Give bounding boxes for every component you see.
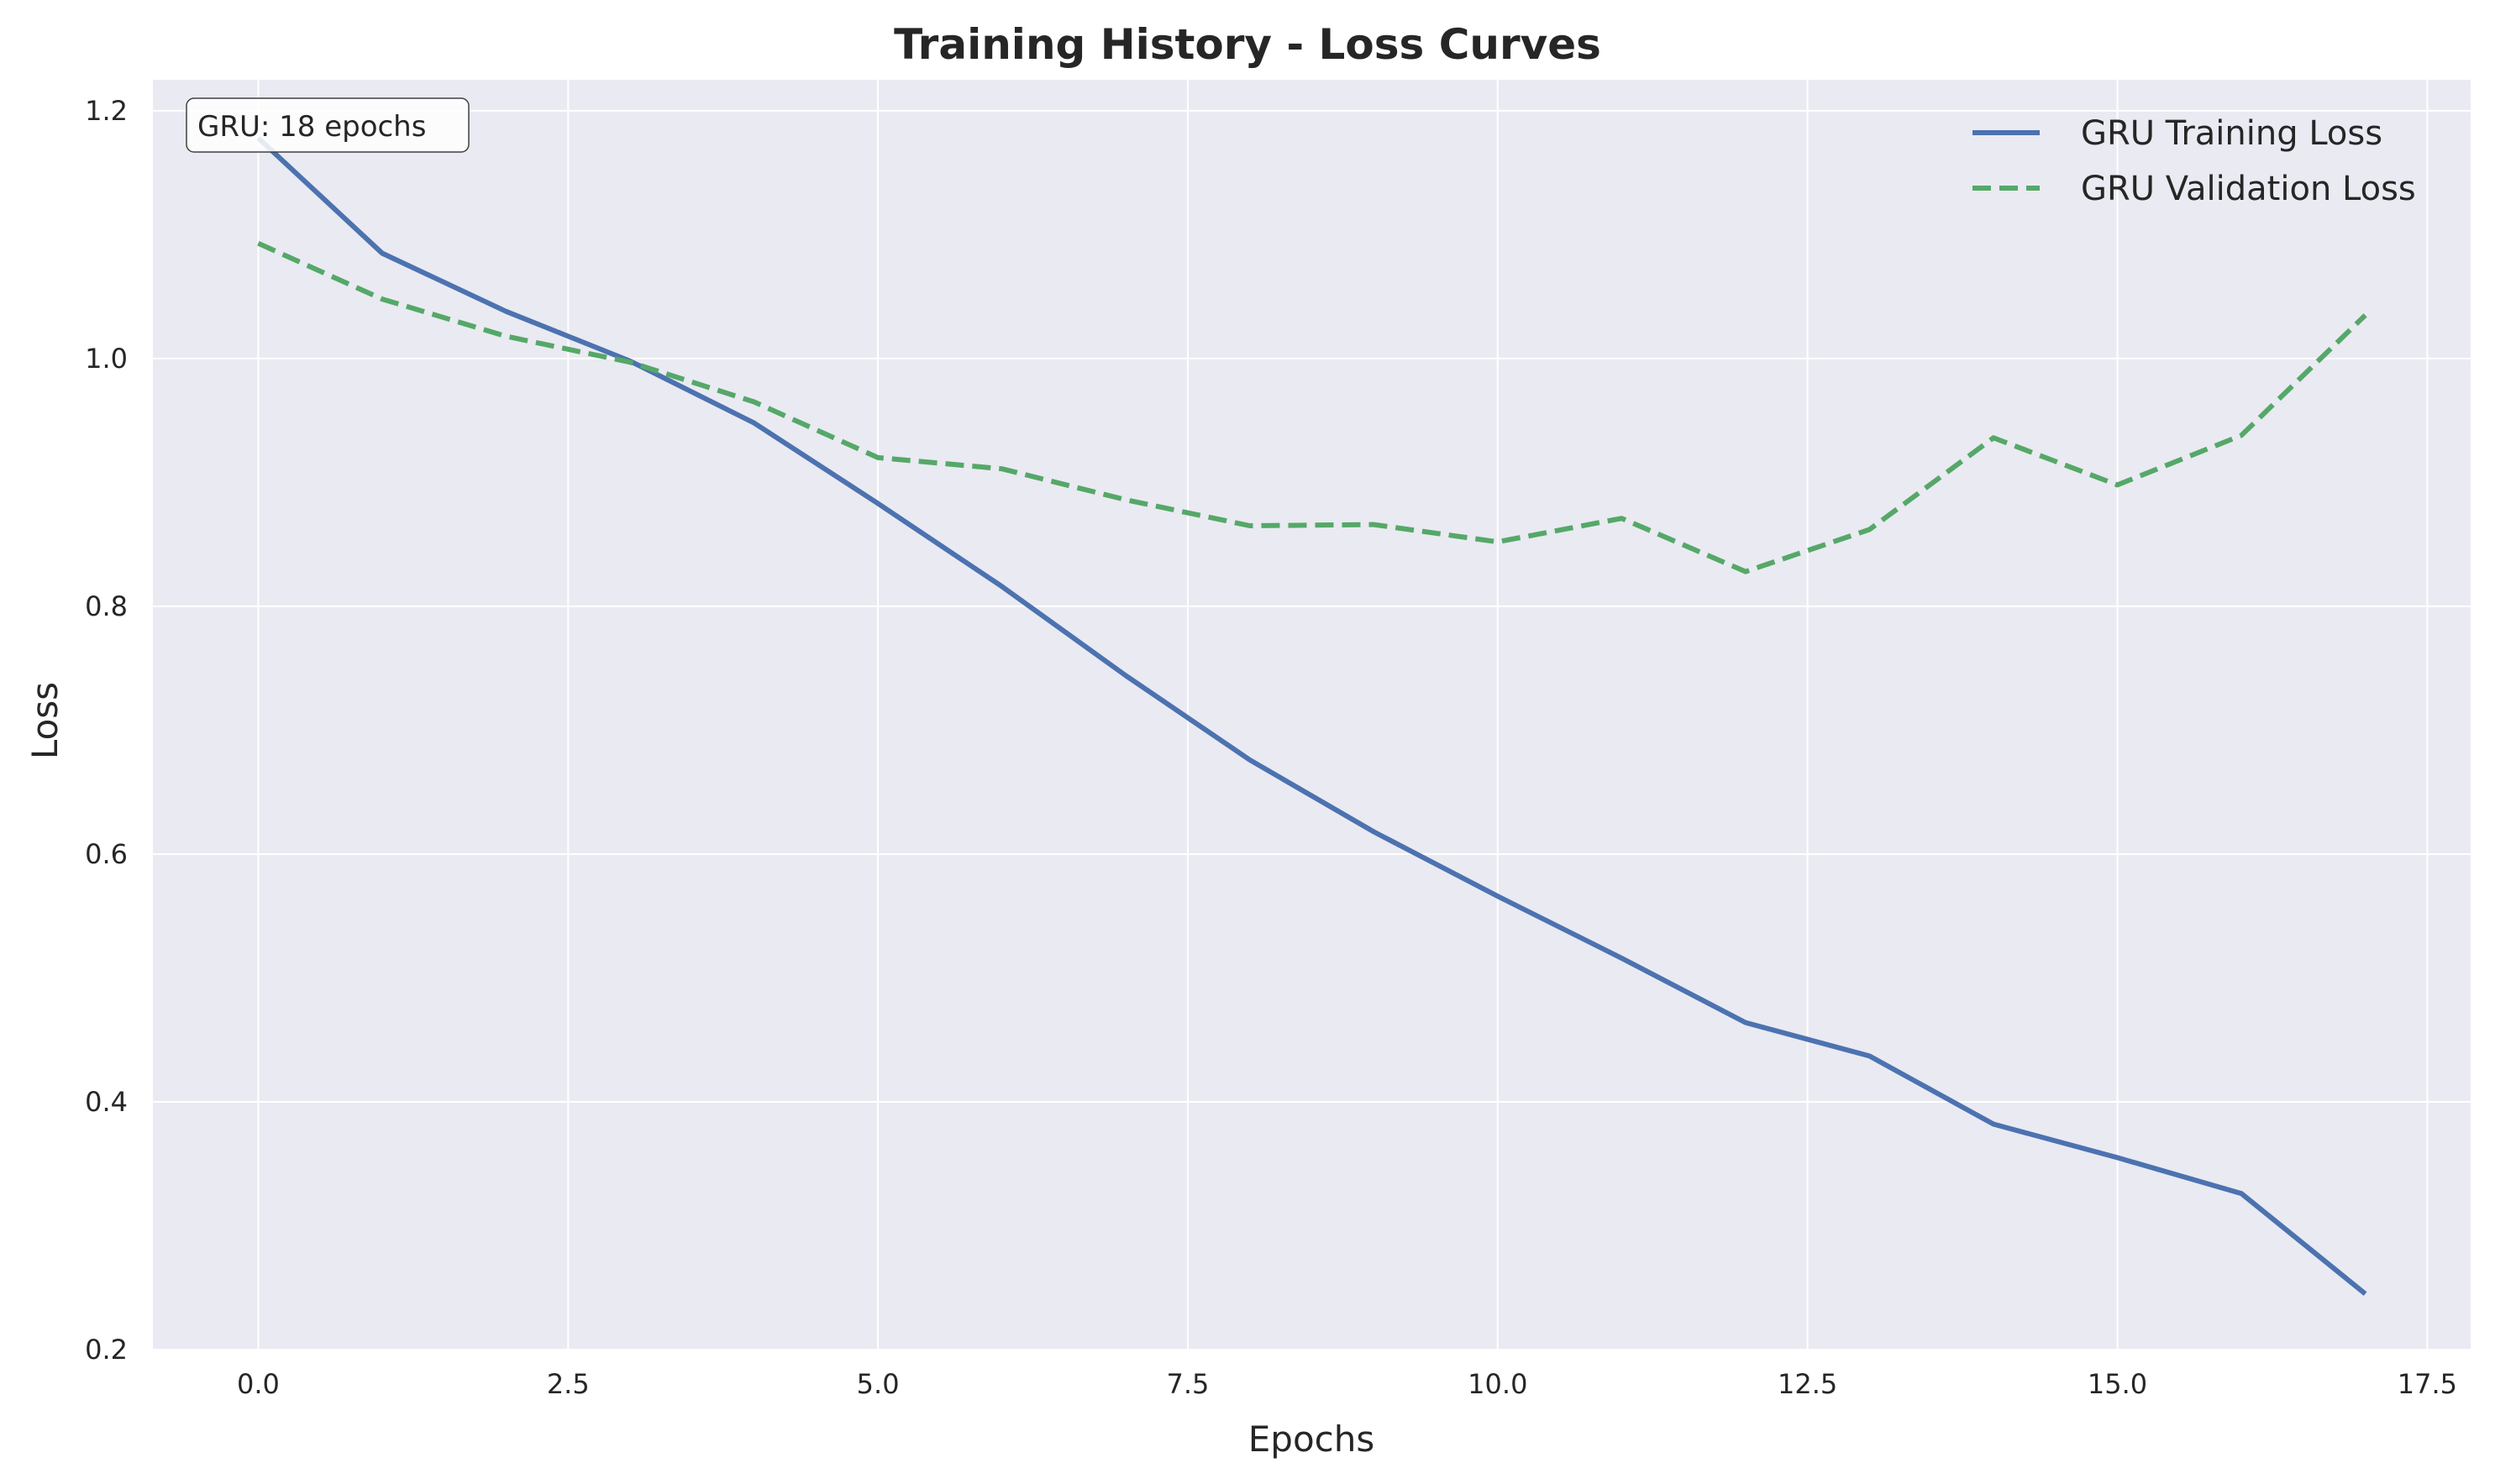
y-tick-label: 0.2: [85, 1334, 128, 1366]
plot-area: [153, 80, 2471, 1350]
chart-title: Training History - Loss Curves: [894, 20, 1601, 69]
x-tick-label: 5.0: [857, 1368, 900, 1400]
legend-label: GRU Training Loss: [2081, 114, 2382, 153]
x-axis-label: Epochs: [1248, 1418, 1375, 1460]
training-loss-line: [256, 136, 2367, 1296]
legend: GRU Training Loss GRU Validation Loss: [1972, 114, 2416, 208]
y-tick-label: 0.8: [85, 590, 128, 622]
legend-label: GRU Validation Loss: [2081, 170, 2416, 208]
grid-lines: [153, 80, 2471, 1350]
x-tick-label: 0.0: [237, 1368, 280, 1400]
x-tick-labels: 0.0 2.5 5.0 7.5 10.0 12.5 15.0 17.5: [237, 1368, 2457, 1400]
y-tick-labels: 0.2 0.4 0.6 0.8 1.0 1.2: [85, 95, 128, 1366]
epochs-annotation: GRU: 18 epochs: [197, 110, 426, 144]
x-tick-label: 12.5: [1778, 1368, 1837, 1400]
y-tick-label: 1.0: [85, 343, 128, 375]
x-tick-label: 10.0: [1468, 1368, 1527, 1400]
y-tick-label: 1.2: [85, 95, 128, 127]
y-axis-label: Loss: [24, 682, 66, 759]
y-tick-label: 0.6: [85, 838, 128, 870]
series-lines: [256, 136, 2367, 1296]
x-tick-label: 2.5: [547, 1368, 590, 1400]
x-tick-label: 15.0: [2088, 1368, 2147, 1400]
x-tick-label: 7.5: [1167, 1368, 1210, 1400]
x-tick-label: 17.5: [2398, 1368, 2457, 1400]
annotation-box: GRU: 18 epochs: [186, 97, 470, 153]
y-tick-label: 0.4: [85, 1086, 128, 1118]
